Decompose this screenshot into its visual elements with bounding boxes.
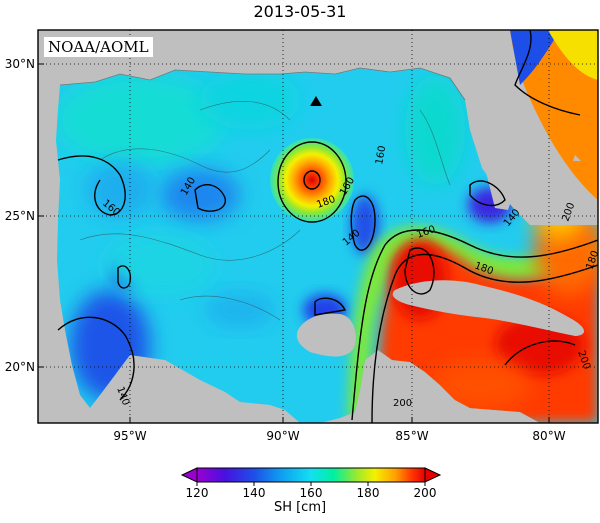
colorbar-tick: 200 — [414, 486, 437, 500]
lat-tick-20n: 20°N — [5, 360, 35, 374]
lat-tick-25n: 25°N — [5, 209, 35, 223]
colorbar-tick: 120 — [186, 486, 209, 500]
colorbar-tick: 160 — [300, 486, 323, 500]
colorbar-tick: 180 — [357, 486, 380, 500]
cuba-land — [392, 280, 585, 336]
florida-land — [465, 62, 528, 210]
lon-tick-85w: 85°W — [395, 429, 428, 443]
lon-tick-95w: 95°W — [113, 429, 146, 443]
yucatan-land — [296, 313, 356, 357]
lat-tick-30n: 30°N — [5, 57, 35, 71]
colorbar-low-arrow — [180, 467, 198, 483]
tick-marks — [38, 63, 550, 423]
map-title: 2013-05-31 — [253, 2, 347, 21]
map-frame — [37, 29, 599, 424]
source-label: NOAA/AOML — [44, 37, 153, 57]
coastline — [59, 67, 466, 101]
bold-contours — [57, 30, 598, 423]
lon-tick-90w: 90°W — [266, 429, 299, 443]
contour-label: 180 — [584, 249, 600, 271]
colorbar-units-label: SH [cm] — [273, 500, 327, 515]
contour-label: 200 — [393, 398, 412, 409]
colorbar-high-arrow — [424, 467, 442, 483]
warm-eddy — [270, 138, 354, 222]
colorbar-gradient — [196, 467, 426, 483]
lon-tick-80w: 80°W — [532, 429, 565, 443]
triangle-marker-icon — [310, 96, 322, 106]
contour-label: 160 — [374, 145, 388, 166]
gridlines — [38, 30, 598, 423]
colorbar-tick: 140 — [243, 486, 266, 500]
colorbar: 120 140 160 180 200 — [180, 467, 442, 500]
